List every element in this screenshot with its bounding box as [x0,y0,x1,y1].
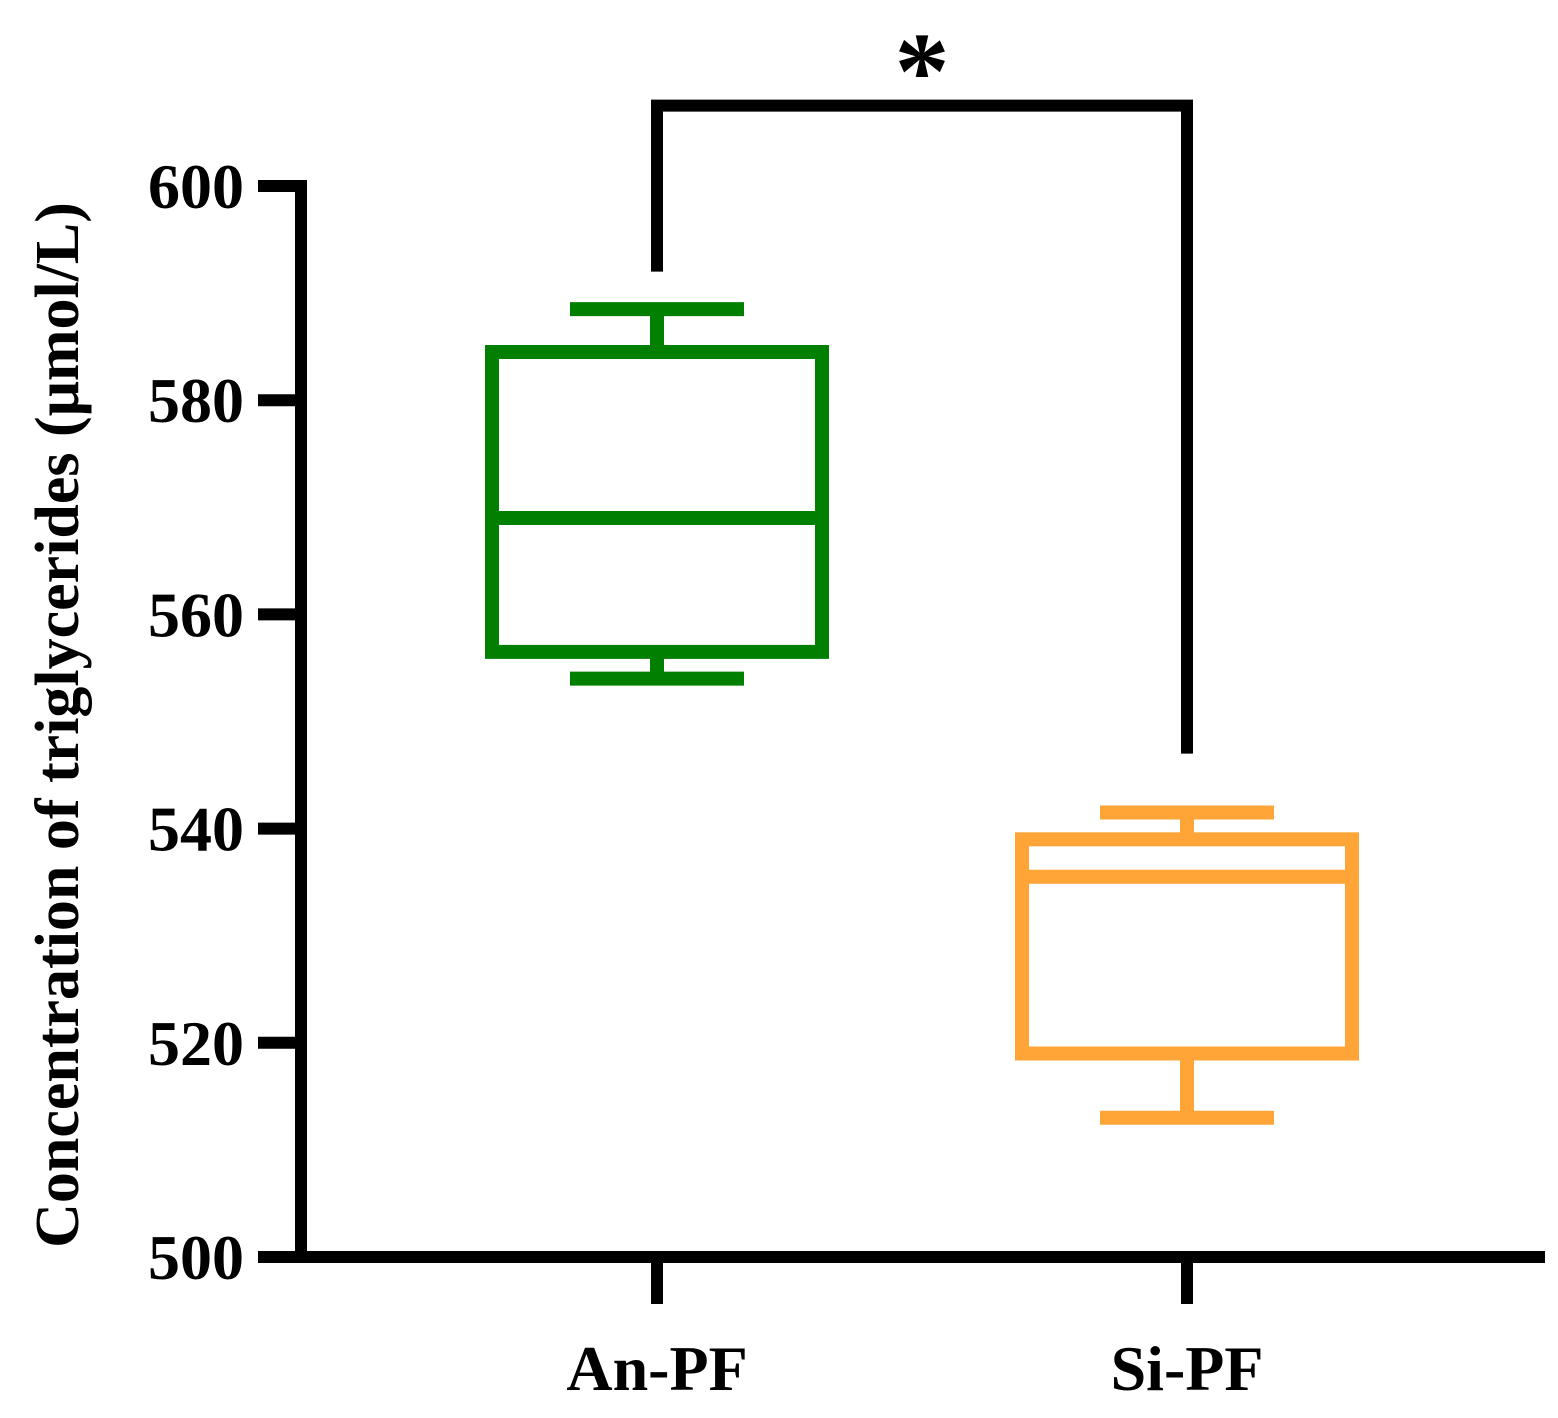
y-tick-label: 500 [148,1222,244,1293]
significance-label: * [895,10,950,132]
y-axis-label: Concentration of triglycerides (μmol/L) [24,202,92,1248]
x-tick-label: Si-PF [1111,1333,1264,1404]
y-tick-label: 520 [148,1008,244,1079]
x-tick-label: An-PF [566,1333,747,1404]
y-tick-label: 540 [148,794,244,865]
y-tick-label: 560 [148,579,244,650]
y-tick-label: 580 [148,365,244,436]
y-tick-label: 600 [148,151,244,222]
box-an-pf [485,345,829,659]
significance-bracket [651,99,1193,754]
